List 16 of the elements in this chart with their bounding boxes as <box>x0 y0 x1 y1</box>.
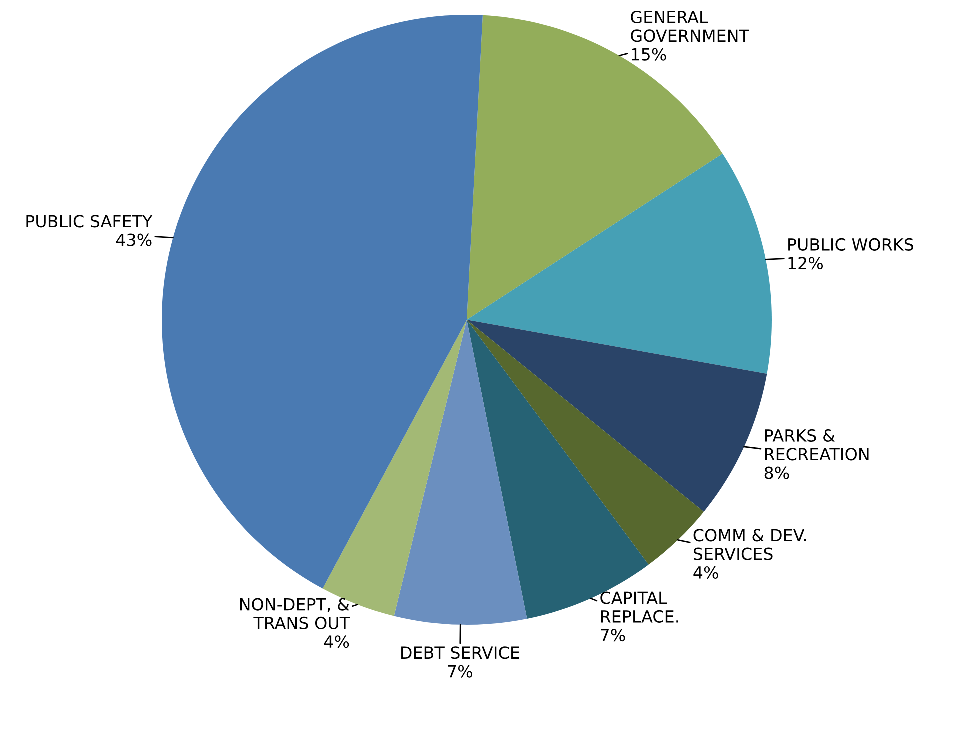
slice-label: DEBT SERVICE <box>402 646 520 660</box>
data-label: 15% <box>632 48 666 61</box>
slice-label: CAPITAL REPLACE. <box>600 592 678 623</box>
slice-label: NON-DEPT, & TRANS OUT <box>240 598 350 630</box>
slice-label: PUBLIC WORKS <box>788 238 914 251</box>
data-label: 7% <box>601 629 626 642</box>
data-label: 4% <box>694 566 718 580</box>
data-label: 12% <box>788 257 824 270</box>
data-label: 43% <box>116 234 152 246</box>
data-label: 8% <box>764 466 790 480</box>
data-label: 7% <box>448 665 472 678</box>
data-label: 4% <box>324 636 350 648</box>
slice-label: GENERAL GOVERNMENT <box>631 10 750 42</box>
slice-label: PARKS & RECREATION <box>765 429 869 461</box>
slice-label: PUBLIC SAFETY <box>26 215 153 228</box>
slice-label: COMM & DEV. SERVICES <box>694 529 806 560</box>
